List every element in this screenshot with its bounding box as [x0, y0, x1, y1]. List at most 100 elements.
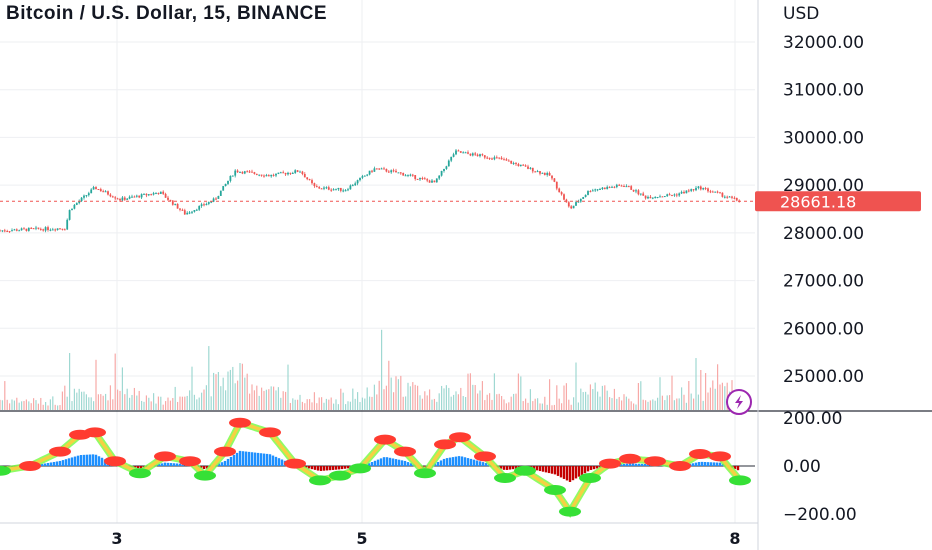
volume-bar — [513, 393, 515, 410]
volume-bar — [90, 397, 92, 410]
candle-body — [236, 170, 239, 173]
oscillator-histogram-bar — [484, 463, 488, 466]
volume-bar — [462, 396, 464, 410]
volume-bar — [160, 396, 162, 410]
price-axis[interactable]: 32000.00 31000.00 30000.00 29000.00 28000.00… — [783, 33, 864, 387]
candle-body — [0, 230, 1, 232]
volume-bar — [673, 400, 675, 410]
volume-bar — [405, 396, 407, 410]
candle-body — [577, 201, 580, 203]
oscillator-histogram-bar — [382, 457, 386, 466]
volume-bar — [479, 390, 481, 410]
volume-bar — [640, 381, 642, 410]
volume-bar — [256, 385, 258, 410]
candle-body — [126, 198, 129, 200]
oscillator-histogram-bar — [52, 461, 56, 466]
candle-body — [351, 185, 354, 187]
candle-body — [709, 191, 712, 193]
candle-body — [527, 166, 529, 169]
price-tick-label: 32000.00 — [783, 33, 864, 53]
volume-bar — [117, 389, 119, 410]
candle-body — [611, 186, 613, 188]
volume-bar — [150, 401, 152, 410]
volume-bar — [537, 398, 539, 410]
oscillator-histogram-bar — [535, 466, 539, 471]
candle-body — [719, 192, 721, 194]
volume-bar — [145, 395, 147, 410]
oscillator-histogram-bar — [85, 454, 89, 466]
time-axis[interactable]: 3 5 8 — [111, 529, 740, 548]
candle-body — [560, 192, 563, 195]
volume-bar — [525, 398, 527, 410]
volume-bar — [181, 396, 183, 410]
volume-bar — [637, 383, 639, 410]
oscillator-histogram-bar — [223, 460, 227, 466]
oscillator-histogram-bar — [625, 463, 629, 466]
volume-bar — [465, 397, 467, 410]
candle-body — [320, 188, 323, 190]
volume-bar — [385, 385, 387, 410]
volume-bar — [95, 359, 97, 410]
candle-body — [61, 228, 64, 230]
oscillator-histogram-bar — [316, 466, 320, 471]
volume-bar — [534, 398, 536, 410]
candle-body — [659, 196, 661, 198]
volume-bar — [618, 396, 620, 410]
candle-body — [507, 160, 510, 162]
volume-bar — [719, 384, 721, 410]
oscillator-histogram-bar — [379, 458, 383, 466]
candle-body — [366, 174, 369, 176]
oscillator-histogram-bar — [463, 457, 467, 466]
oscillator-histogram-bar — [262, 453, 266, 466]
oscillator-histogram-bar — [139, 466, 143, 469]
volume-bar — [129, 397, 131, 410]
oscillator-histogram-bar — [97, 456, 101, 466]
candle-body — [474, 153, 477, 155]
candle-body — [85, 195, 88, 197]
volume-bar — [268, 389, 270, 410]
time-tick-label: 3 — [111, 529, 122, 548]
volume-bar — [688, 381, 690, 410]
candle-body — [318, 187, 321, 189]
candle-body — [277, 172, 280, 174]
volume-bar — [297, 399, 299, 410]
volume-bar — [328, 399, 330, 410]
candle-body — [71, 208, 73, 211]
candle-body — [373, 168, 376, 172]
oscillator-marker — [49, 446, 71, 457]
candle-body — [301, 171, 304, 174]
volume-bar — [577, 402, 579, 410]
volume-bar — [40, 397, 42, 410]
volume-bar — [249, 393, 251, 410]
volume-bar — [201, 392, 203, 410]
candle-body — [666, 194, 669, 197]
candle-body — [378, 168, 381, 170]
oscillator-marker — [194, 470, 216, 481]
candle-body — [416, 178, 419, 180]
candle-body — [575, 202, 577, 206]
price-tick-label: 30000.00 — [783, 128, 864, 148]
candle-body — [227, 180, 229, 184]
candle-body — [253, 172, 256, 174]
candle-body — [735, 197, 738, 201]
volume-bar — [681, 387, 683, 410]
volume-bar — [47, 405, 49, 410]
volume-bar — [232, 366, 234, 410]
volume-bar — [45, 402, 47, 410]
volume-bar — [654, 400, 656, 410]
volume-bar — [373, 384, 375, 410]
oscillator-marker — [284, 458, 306, 469]
lightning-bolt-icon[interactable] — [726, 389, 752, 415]
oscillator-histogram-bar — [334, 466, 338, 470]
oscillator-histogram-bar — [94, 454, 98, 466]
volume-bar — [13, 400, 15, 410]
oscillator-axis[interactable]: 200.00 0.00 −200.00 — [783, 409, 857, 525]
oscillator-histogram-bar — [238, 450, 242, 466]
candle-body — [92, 187, 95, 190]
candle-body — [107, 191, 109, 195]
oscillator-histogram-bar — [61, 460, 65, 466]
candle-body — [140, 194, 143, 198]
volume-bar — [445, 385, 447, 410]
time-tick-label: 5 — [356, 529, 367, 548]
candle-body — [68, 210, 71, 220]
